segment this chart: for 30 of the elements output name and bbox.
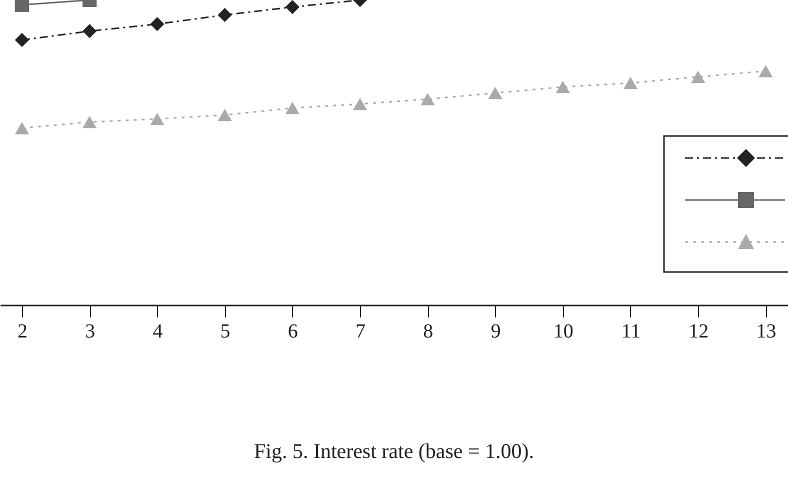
point <box>556 80 570 94</box>
point <box>82 24 97 38</box>
point <box>285 0 300 14</box>
point <box>420 93 435 106</box>
point <box>14 32 30 48</box>
point <box>758 64 773 78</box>
point <box>82 116 97 128</box>
x-tick-label: 11 <box>621 320 641 342</box>
point <box>691 70 706 83</box>
x-tick-label: 10 <box>553 320 574 342</box>
x-tick-label: 5 <box>220 320 230 342</box>
x-tick-label: 13 <box>756 320 776 342</box>
x-tick-label: 9 <box>490 320 501 342</box>
x-tick-label: 7 <box>356 320 366 342</box>
point <box>150 112 164 126</box>
x-tick-label: 2 <box>17 320 28 342</box>
point <box>218 8 232 22</box>
point <box>218 108 232 122</box>
x-tick-label: 6 <box>288 320 298 342</box>
x-tick-label: 8 <box>423 320 434 342</box>
text: Fig. 5. Interest rate (base = 1.00). <box>254 439 534 463</box>
point <box>352 98 368 110</box>
point <box>285 102 300 114</box>
x-tick-label: 12 <box>688 320 709 342</box>
point <box>150 17 164 32</box>
x-tick-label: 4 <box>152 320 163 342</box>
point <box>623 76 638 90</box>
point <box>488 86 502 100</box>
point <box>14 122 30 134</box>
x-tick-label: 3 <box>85 320 96 342</box>
